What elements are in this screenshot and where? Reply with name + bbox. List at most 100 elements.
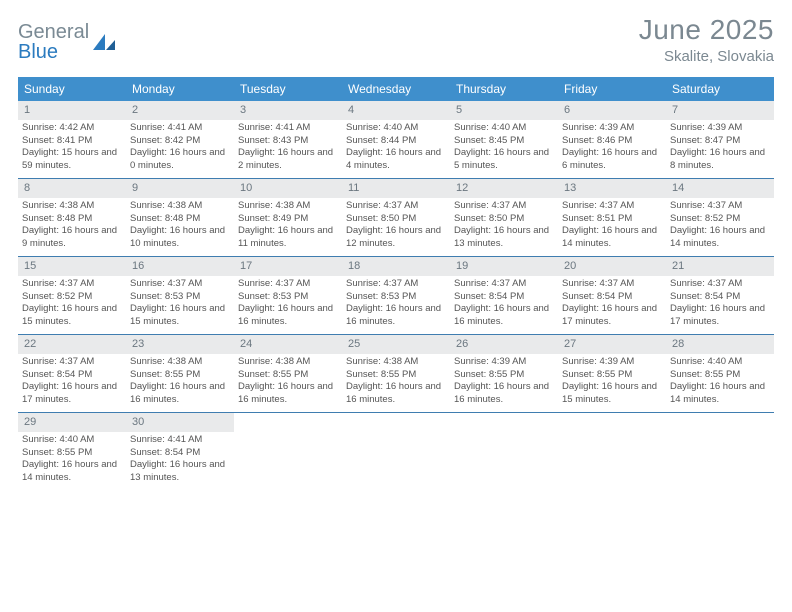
daylight-line: Daylight: 16 hours and 2 minutes. [238, 147, 338, 173]
day-number: 6 [558, 101, 666, 120]
daylight-line: Daylight: 16 hours and 17 minutes. [670, 303, 770, 329]
day-number: 9 [126, 179, 234, 198]
sunrise-line: Sunrise: 4:37 AM [22, 356, 122, 369]
sunrise-line: Sunrise: 4:37 AM [562, 200, 662, 213]
sunset-line: Sunset: 8:54 PM [670, 291, 770, 304]
calendar-day: 9Sunrise: 4:38 AMSunset: 8:48 PMDaylight… [126, 179, 234, 256]
sunrise-line: Sunrise: 4:37 AM [238, 278, 338, 291]
daylight-line: Daylight: 16 hours and 13 minutes. [454, 225, 554, 251]
calendar-day: 28Sunrise: 4:40 AMSunset: 8:55 PMDayligh… [666, 335, 774, 412]
daylight-line: Daylight: 16 hours and 14 minutes. [670, 381, 770, 407]
weekday-label: Monday [126, 77, 234, 101]
day-number: 24 [234, 335, 342, 354]
day-number: 22 [18, 335, 126, 354]
day-number: 8 [18, 179, 126, 198]
sunrise-line: Sunrise: 4:40 AM [670, 356, 770, 369]
calendar-day: 18Sunrise: 4:37 AMSunset: 8:53 PMDayligh… [342, 257, 450, 334]
sunrise-line: Sunrise: 4:37 AM [130, 278, 230, 291]
calendar-day: 4Sunrise: 4:40 AMSunset: 8:44 PMDaylight… [342, 101, 450, 178]
sunrise-line: Sunrise: 4:37 AM [670, 278, 770, 291]
sunrise-line: Sunrise: 4:37 AM [454, 200, 554, 213]
calendar-week: 29Sunrise: 4:40 AMSunset: 8:55 PMDayligh… [18, 413, 774, 491]
sunset-line: Sunset: 8:53 PM [238, 291, 338, 304]
calendar-day: 6Sunrise: 4:39 AMSunset: 8:46 PMDaylight… [558, 101, 666, 178]
logo-text: General Blue [18, 22, 89, 62]
sunrise-line: Sunrise: 4:40 AM [454, 122, 554, 135]
sunrise-line: Sunrise: 4:38 AM [346, 356, 446, 369]
calendar-day: 2Sunrise: 4:41 AMSunset: 8:42 PMDaylight… [126, 101, 234, 178]
sunrise-line: Sunrise: 4:38 AM [238, 356, 338, 369]
calendar-day-empty [666, 413, 774, 491]
page-title: June 2025 [639, 14, 774, 46]
sunset-line: Sunset: 8:52 PM [22, 291, 122, 304]
daylight-line: Daylight: 16 hours and 16 minutes. [346, 381, 446, 407]
calendar-day: 22Sunrise: 4:37 AMSunset: 8:54 PMDayligh… [18, 335, 126, 412]
sunset-line: Sunset: 8:50 PM [454, 213, 554, 226]
calendar-week: 1Sunrise: 4:42 AMSunset: 8:41 PMDaylight… [18, 101, 774, 179]
calendar-day: 13Sunrise: 4:37 AMSunset: 8:51 PMDayligh… [558, 179, 666, 256]
calendar-day: 1Sunrise: 4:42 AMSunset: 8:41 PMDaylight… [18, 101, 126, 178]
calendar-day: 29Sunrise: 4:40 AMSunset: 8:55 PMDayligh… [18, 413, 126, 491]
sunset-line: Sunset: 8:47 PM [670, 135, 770, 148]
daylight-line: Daylight: 16 hours and 15 minutes. [562, 381, 662, 407]
calendar-week: 15Sunrise: 4:37 AMSunset: 8:52 PMDayligh… [18, 257, 774, 335]
daylight-line: Daylight: 16 hours and 14 minutes. [562, 225, 662, 251]
daylight-line: Daylight: 16 hours and 14 minutes. [22, 459, 122, 485]
sunset-line: Sunset: 8:48 PM [22, 213, 122, 226]
sunrise-line: Sunrise: 4:37 AM [562, 278, 662, 291]
day-number: 30 [126, 413, 234, 432]
daylight-line: Daylight: 16 hours and 9 minutes. [22, 225, 122, 251]
daylight-line: Daylight: 16 hours and 16 minutes. [346, 303, 446, 329]
weekday-label: Sunday [18, 77, 126, 101]
sunrise-line: Sunrise: 4:39 AM [562, 356, 662, 369]
day-number: 17 [234, 257, 342, 276]
sunset-line: Sunset: 8:49 PM [238, 213, 338, 226]
calendar-day: 12Sunrise: 4:37 AMSunset: 8:50 PMDayligh… [450, 179, 558, 256]
daylight-line: Daylight: 16 hours and 16 minutes. [238, 303, 338, 329]
day-number: 19 [450, 257, 558, 276]
daylight-line: Daylight: 16 hours and 16 minutes. [454, 303, 554, 329]
day-number: 11 [342, 179, 450, 198]
calendar-day: 3Sunrise: 4:41 AMSunset: 8:43 PMDaylight… [234, 101, 342, 178]
daylight-line: Daylight: 16 hours and 15 minutes. [130, 303, 230, 329]
calendar-day: 8 Sunrise: 4:38 AMSunset: 8:48 PMDaylight… [18, 179, 126, 256]
calendar-day: 26Sunrise: 4:39 AMSunset: 8:55 PMDayligh… [450, 335, 558, 412]
calendar-day: 24Sunrise: 4:38 AMSunset: 8:55 PMDayligh… [234, 335, 342, 412]
sunrise-line: Sunrise: 4:37 AM [670, 200, 770, 213]
daylight-line: Daylight: 16 hours and 8 minutes. [670, 147, 770, 173]
calendar-week: 8Sunrise: 4:38 AMSunset: 8:48 PMDaylight… [18, 179, 774, 257]
sunrise-line: Sunrise: 4:41 AM [130, 434, 230, 447]
daylight-line: Daylight: 16 hours and 17 minutes. [562, 303, 662, 329]
daylight-line: Daylight: 16 hours and 14 minutes. [670, 225, 770, 251]
sunrise-line: Sunrise: 4:38 AM [238, 200, 338, 213]
day-number: 23 [126, 335, 234, 354]
calendar-day: 19Sunrise: 4:37 AMSunset: 8:54 PMDayligh… [450, 257, 558, 334]
day-number: 4 [342, 101, 450, 120]
day-number: 21 [666, 257, 774, 276]
sunset-line: Sunset: 8:42 PM [130, 135, 230, 148]
day-number: 5 [450, 101, 558, 120]
daylight-line: Daylight: 16 hours and 4 minutes. [346, 147, 446, 173]
sunset-line: Sunset: 8:45 PM [454, 135, 554, 148]
sunrise-line: Sunrise: 4:41 AM [238, 122, 338, 135]
day-number: 3 [234, 101, 342, 120]
sunrise-line: Sunrise: 4:38 AM [22, 200, 122, 213]
logo-sail-icon [91, 32, 117, 52]
sunset-line: Sunset: 8:55 PM [454, 369, 554, 382]
calendar-day: 7Sunrise: 4:39 AMSunset: 8:47 PMDaylight… [666, 101, 774, 178]
calendar-day: 17 Sunrise: 4:37 AMSunset: 8:53 PMDayligh… [234, 257, 342, 334]
day-number: 28 [666, 335, 774, 354]
sunset-line: Sunset: 8:54 PM [454, 291, 554, 304]
calendar-day: 25Sunrise: 4:38 AMSunset: 8:55 PMDayligh… [342, 335, 450, 412]
day-number: 1 [18, 101, 126, 120]
logo-word-2: Blue [18, 42, 89, 62]
sunrise-line: Sunrise: 4:42 AM [22, 122, 122, 135]
sunset-line: Sunset: 8:50 PM [346, 213, 446, 226]
sunset-line: Sunset: 8:48 PM [130, 213, 230, 226]
day-number: 29 [18, 413, 126, 432]
calendar-day: 20Sunrise: 4:37 AMSunset: 8:54 PMDayligh… [558, 257, 666, 334]
sunset-line: Sunset: 8:55 PM [130, 369, 230, 382]
daylight-line: Daylight: 16 hours and 11 minutes. [238, 225, 338, 251]
day-number: 13 [558, 179, 666, 198]
day-number: 2 [126, 101, 234, 120]
